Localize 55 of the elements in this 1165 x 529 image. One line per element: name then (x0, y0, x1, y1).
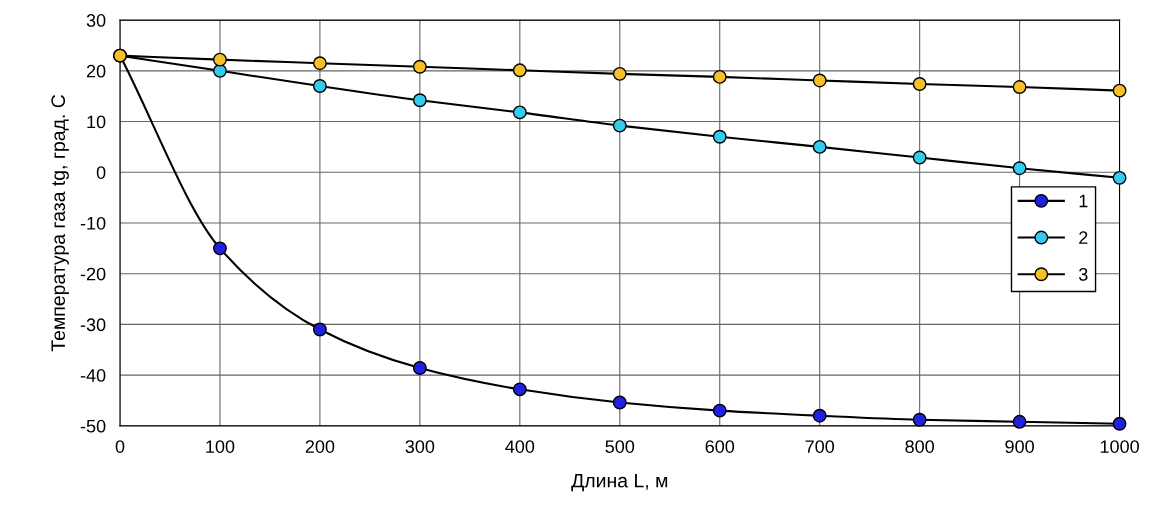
point (1112, 83, 1127, 98)
point (612, 395, 627, 410)
y-tick-label: -20 (80, 267, 106, 281)
point (612, 66, 627, 81)
point (412, 361, 427, 375)
point (412, 93, 427, 108)
x-tick-label: 100 (206, 440, 235, 453)
point (1112, 170, 1127, 185)
point (612, 118, 627, 133)
point (213, 52, 227, 67)
legend-label: 1 (1079, 194, 1088, 208)
x-axis-title: Длина L, м (571, 473, 668, 492)
point (213, 63, 227, 78)
y-tick-label: -50 (80, 419, 106, 433)
point (712, 69, 727, 84)
point (1112, 416, 1127, 431)
x-tick-label: 1000 (1100, 440, 1139, 453)
legend-label: 3 (1078, 267, 1088, 281)
point (213, 241, 227, 256)
point (412, 59, 427, 74)
point (1012, 80, 1027, 94)
x-tick-label: 900 (1005, 440, 1034, 453)
x-tick-label: 500 (605, 440, 635, 453)
x-tick-label: 700 (805, 440, 835, 453)
y-tick-label: 10 (87, 115, 106, 129)
point (912, 150, 927, 165)
point (1012, 414, 1027, 429)
y-tick-label: -10 (80, 216, 106, 230)
point (512, 105, 527, 120)
y-axis-title: Температура газа tg, град. С (51, 94, 69, 352)
y-tick-label: 20 (86, 64, 106, 78)
point (912, 412, 927, 427)
x-tick-label: 300 (405, 440, 435, 453)
x-tick-label: 0 (115, 440, 125, 453)
point (312, 79, 327, 93)
point (1012, 161, 1027, 176)
point (312, 56, 327, 71)
y-tick-label: 0 (96, 166, 106, 179)
y-tick-label: -30 (80, 318, 106, 332)
legend-label: 2 (1079, 231, 1088, 244)
x-tick-label: 600 (705, 440, 735, 453)
point (712, 403, 727, 418)
point (512, 382, 527, 397)
point (812, 73, 827, 88)
point (812, 139, 827, 154)
point (912, 77, 927, 91)
y-tick-label: -40 (80, 369, 106, 382)
point (512, 63, 527, 78)
y-tick-label: 30 (86, 14, 106, 27)
x-tick-label: 400 (505, 440, 535, 453)
x-tick-label: 200 (305, 440, 335, 453)
point (812, 408, 827, 423)
x-tick-label: 800 (905, 440, 935, 453)
point (312, 322, 327, 337)
point (712, 129, 727, 144)
